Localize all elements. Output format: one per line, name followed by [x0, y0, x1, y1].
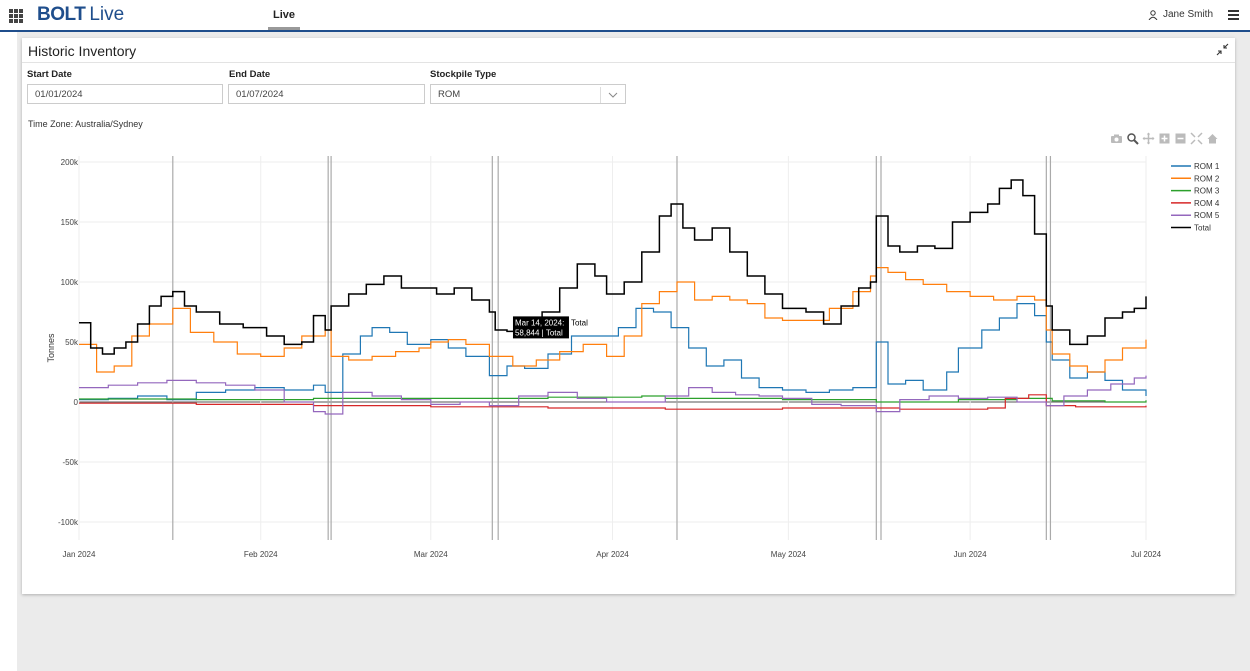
- stockpile-type-select[interactable]: ROM: [430, 84, 626, 104]
- end-date-label: End Date: [229, 69, 271, 80]
- y-tick-label: 200k: [61, 158, 79, 167]
- y-tick-label: 150k: [61, 218, 79, 227]
- y-tick-label: 0: [74, 398, 79, 407]
- legend-item-rom-1[interactable]: ROM 1: [1194, 162, 1220, 171]
- autoscale-icon[interactable]: [1190, 132, 1203, 145]
- chart-modebar: [1110, 132, 1219, 145]
- user-icon: [1148, 9, 1158, 20]
- brand-suffix: Live: [89, 4, 125, 25]
- x-tick-label: Jun 2024: [954, 550, 987, 559]
- x-tick-label: May 2024: [771, 550, 807, 559]
- series-line-rom-5[interactable]: [79, 375, 1147, 415]
- zoom-out-icon[interactable]: [1174, 132, 1187, 145]
- collapse-icon[interactable]: [1216, 43, 1229, 56]
- y-tick-label: 50k: [65, 338, 79, 347]
- hover-tooltip-series: Total: [571, 318, 588, 327]
- y-tick-label: 100k: [61, 278, 79, 287]
- series-line-rom-1[interactable]: [79, 303, 1147, 401]
- y-tick-label: -50k: [62, 458, 79, 467]
- chevron-down-icon: [600, 87, 618, 103]
- stockpile-type-value: ROM: [438, 89, 461, 100]
- legend-item-rom-3[interactable]: ROM 3: [1194, 187, 1220, 196]
- y-tick-label: -100k: [58, 518, 79, 527]
- panel-divider: [22, 62, 1235, 63]
- zoom-in-icon[interactable]: [1158, 132, 1171, 145]
- hover-tooltip-box: [512, 316, 569, 339]
- historic-inventory-panel: Historic Inventory Start Date 01/01/2024…: [22, 38, 1235, 594]
- start-date-label: Start Date: [27, 69, 72, 80]
- hamburger-menu-icon[interactable]: [1228, 10, 1239, 22]
- brand-name: BOLT: [37, 4, 86, 25]
- inventory-line-chart[interactable]: 200k 150k 100k 50k 0 -50k -100k Jan 2024 Feb 202…: [22, 146, 1235, 566]
- series-line-rom-2[interactable]: [79, 267, 1147, 373]
- end-date-input[interactable]: 01/07/2024: [228, 84, 425, 104]
- x-tick-label: Jul 2024: [1131, 550, 1162, 559]
- hover-tooltip-line2: 58,844 | Total: [515, 328, 563, 337]
- x-tick-label: Jan 2024: [63, 550, 96, 559]
- user-name: Jane Smith: [1163, 9, 1214, 20]
- user-menu[interactable]: Jane Smith: [1148, 9, 1213, 20]
- panel-title: Historic Inventory: [28, 43, 137, 59]
- start-date-input[interactable]: 01/01/2024: [27, 84, 223, 104]
- x-tick-label: Apr 2024: [596, 550, 629, 559]
- timezone-label: Time Zone: Australia/Sydney: [28, 119, 143, 129]
- x-tick-label: Mar 2024: [414, 550, 448, 559]
- hover-tooltip-line1: Mar 14, 2024:: [515, 318, 564, 327]
- pan-icon[interactable]: [1142, 132, 1155, 145]
- zoom-icon[interactable]: [1126, 132, 1139, 145]
- nav-tab-live[interactable]: Live: [268, 0, 300, 30]
- legend-item-rom-2[interactable]: ROM 2: [1194, 174, 1220, 183]
- legend-item-rom-5[interactable]: ROM 5: [1194, 211, 1220, 220]
- y-axis-title: Tonnes: [46, 333, 56, 363]
- x-tick-label: Feb 2024: [244, 550, 278, 559]
- stockpile-type-label: Stockpile Type: [430, 69, 497, 80]
- home-icon[interactable]: [1206, 132, 1219, 145]
- series-line-total[interactable]: [79, 179, 1147, 355]
- app-launcher-grid-icon[interactable]: [9, 9, 23, 23]
- camera-icon[interactable]: [1110, 132, 1123, 145]
- legend-item-total[interactable]: Total: [1194, 224, 1211, 233]
- left-gutter: [0, 32, 17, 671]
- brand-logo[interactable]: BOLT Live: [37, 5, 124, 25]
- legend-item-rom-4[interactable]: ROM 4: [1194, 199, 1220, 208]
- top-navigation-bar: BOLT Live Live Jane Smith: [0, 0, 1250, 32]
